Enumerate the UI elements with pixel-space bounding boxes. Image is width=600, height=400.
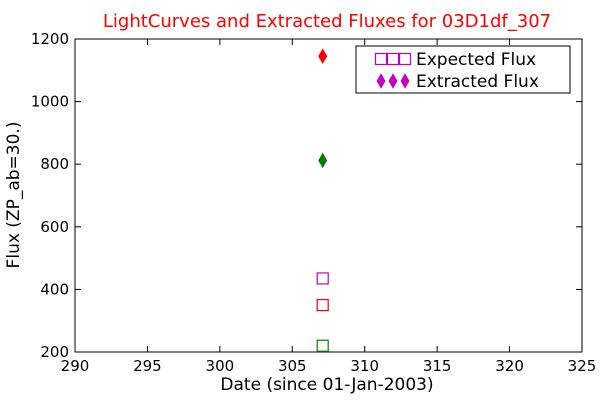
x-tick-label: 320 [495,357,524,375]
x-axis-label: Date (since 01-Jan-2003) [220,375,433,395]
data-markers [316,48,329,352]
legend-marker [400,73,410,89]
x-tick-label: 325 [568,357,597,375]
y-tick-label: 1200 [31,30,69,48]
x-tick-label: 305 [278,357,307,375]
chart-title: LightCurves and Extracted Fluxes for 03D… [103,11,551,32]
y-tick-label: 200 [40,343,69,361]
y-tick-label: 400 [40,280,69,298]
expected-flux-point [316,298,329,312]
y-tick-label: 800 [40,155,69,173]
y-tick-label: 1000 [31,93,69,111]
y-axis-label: Flux (ZP_ab=30.) [4,122,24,269]
extracted-flux-point [318,152,328,169]
plot-area-frame [74,38,583,353]
x-tick-label: 295 [133,357,162,375]
x-tick-label: 300 [206,357,235,375]
expected-flux-point [316,272,329,285]
x-axis-ticks: 290 295 300 305 310 315 320 325 [61,39,597,375]
extracted-flux-point [318,48,328,65]
legend-marker [388,73,398,89]
legend-marker [386,52,400,66]
legend-marker [398,52,412,66]
y-tick-label: 600 [40,218,69,236]
legend-marker [376,73,386,89]
legend-marker [374,52,388,66]
legend-label: Expected Flux [416,50,536,70]
expected-flux-point [316,339,329,352]
x-tick-label: 290 [61,357,90,375]
legend-label: Extracted Flux [416,72,539,92]
x-tick-label: 310 [350,357,379,375]
y-axis-ticks: 200 400 600 800 1000 1200 [31,30,582,361]
x-tick-label: 315 [423,357,452,375]
